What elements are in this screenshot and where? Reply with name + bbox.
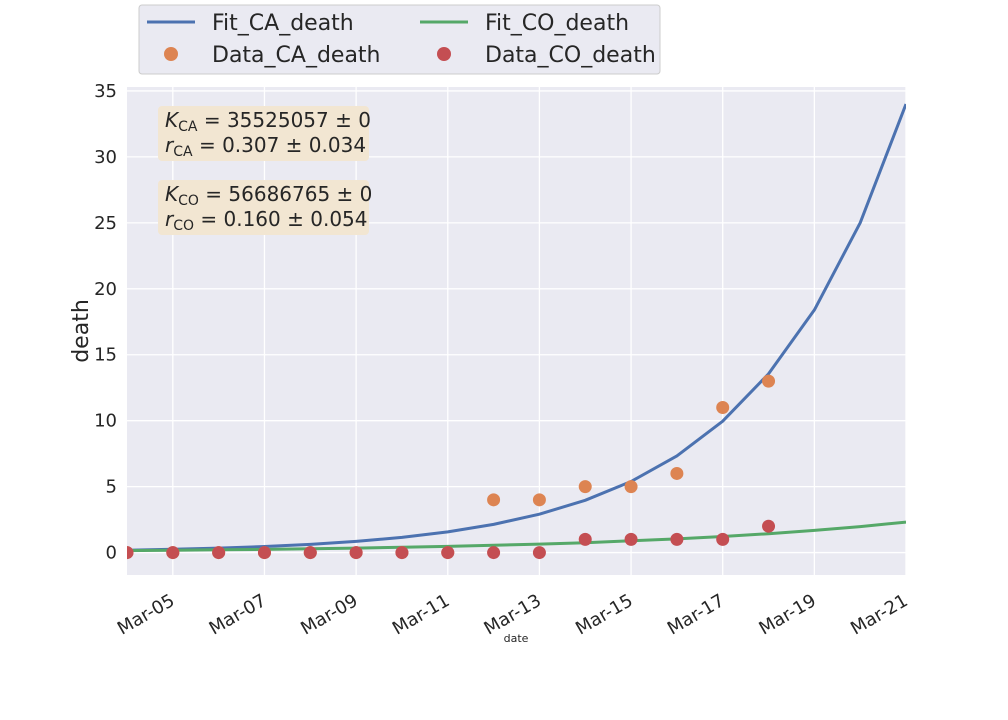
x-tick-label: Mar-05 xyxy=(114,590,178,639)
y-tick-label: 15 xyxy=(94,345,117,366)
annotation-line: rCO = 0.160 ± 0.054 xyxy=(165,207,368,234)
y-tick-label: 25 xyxy=(94,213,117,234)
data-point-data-ca-death xyxy=(487,493,501,507)
y-tick-label: 0 xyxy=(106,543,117,564)
x-tick-label: Mar-19 xyxy=(755,590,819,639)
data-point-data-ca-death xyxy=(532,493,546,507)
data-point-data-co-death xyxy=(303,546,317,560)
data-point-data-co-death xyxy=(578,532,592,546)
data-point-data-co-death xyxy=(395,546,409,560)
data-point-data-co-death xyxy=(487,546,501,560)
legend-item-data-ca-death: Data_CA_death xyxy=(164,43,381,68)
x-axis-label: date xyxy=(504,632,529,645)
annotation-line: KCA = 35525057 ± 0 xyxy=(165,108,371,135)
legend-marker-swatch xyxy=(164,47,178,61)
y-tick-labels: 0 5 10 15 20 25 30 35 xyxy=(94,81,117,564)
data-point-data-ca-death xyxy=(624,480,638,494)
legend-marker-swatch xyxy=(437,47,451,61)
data-point-data-co-death xyxy=(257,546,271,560)
grid xyxy=(127,87,907,575)
data-point-data-co-death xyxy=(212,546,226,560)
data-point-data-co-death xyxy=(624,532,638,546)
legend: Fit_CA_death Fit_CO_death Data_CA_death Dat… xyxy=(138,4,661,75)
data-point-data-ca-death xyxy=(716,400,730,414)
series-line-fit-ca-death xyxy=(127,103,906,552)
data-point-data-co-death xyxy=(166,546,180,560)
y-tick-label: 30 xyxy=(94,147,117,168)
data-point-data-ca-death xyxy=(578,480,592,494)
fit-lines xyxy=(127,103,906,553)
data-points xyxy=(127,374,776,560)
plot-area xyxy=(127,87,906,575)
annotation-line: KCO = 56686765 ± 0 xyxy=(165,182,372,209)
y-axis-label: death xyxy=(69,299,94,363)
data-point-data-co-death xyxy=(762,519,776,533)
legend-box xyxy=(138,4,661,75)
legend-item-fit-ca-death: Fit_CA_death xyxy=(147,11,354,36)
data-point-data-co-death xyxy=(670,532,684,546)
y-tick-label: 20 xyxy=(94,279,117,300)
data-point-data-co-death xyxy=(127,546,134,560)
x-tick-label: Mar-11 xyxy=(389,590,453,639)
data-point-data-ca-death xyxy=(762,374,776,388)
annotation-line: rCA = 0.307 ± 0.034 xyxy=(165,133,366,160)
legend-label: Data_CO_death xyxy=(485,43,656,68)
data-point-data-co-death xyxy=(441,546,455,560)
x-tick-label: Mar-09 xyxy=(297,590,361,639)
x-tick-label: Mar-07 xyxy=(206,590,270,639)
annotation-box xyxy=(158,106,369,161)
legend-label: Fit_CO_death xyxy=(485,11,629,36)
x-tick-label: Mar-15 xyxy=(572,590,636,639)
legend-item-fit-co-death: Fit_CO_death xyxy=(420,11,629,36)
data-point-data-co-death xyxy=(349,546,363,560)
y-tick-label: 35 xyxy=(94,81,117,102)
series-line-fit-co-death xyxy=(127,520,906,553)
data-point-data-ca-death xyxy=(670,466,684,480)
data-point-data-co-death xyxy=(716,532,730,546)
legend-label: Fit_CA_death xyxy=(212,11,354,36)
y-tick-label: 10 xyxy=(94,411,117,432)
data-point-data-co-death xyxy=(532,546,546,560)
y-tick-label: 5 xyxy=(106,477,117,498)
annotation-box xyxy=(158,180,369,235)
x-tick-label: Mar-17 xyxy=(664,590,728,639)
x-tick-label: Mar-21 xyxy=(847,590,911,639)
legend-label: Data_CA_death xyxy=(212,43,381,68)
legend-item-data-co-death: Data_CO_death xyxy=(437,43,656,68)
